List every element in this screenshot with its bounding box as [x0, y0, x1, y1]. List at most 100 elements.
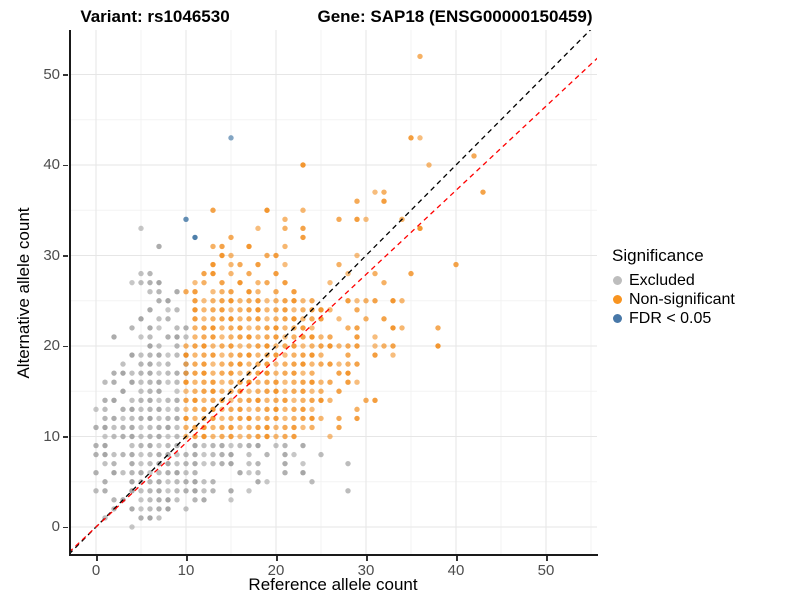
data-point	[273, 433, 279, 440]
legend-item-excluded: Excluded	[610, 271, 735, 290]
data-point	[138, 379, 144, 385]
data-point	[201, 361, 207, 367]
data-point	[255, 415, 261, 422]
y-tick-mark	[63, 436, 68, 438]
data-point	[237, 442, 243, 449]
data-point	[282, 225, 288, 232]
data-point	[282, 279, 288, 286]
data-point	[246, 442, 252, 449]
data-point	[318, 379, 324, 385]
data-point	[210, 361, 216, 367]
data-point	[147, 451, 153, 458]
data-point	[318, 352, 324, 358]
data-point	[138, 397, 144, 403]
data-point	[237, 325, 243, 331]
data-point	[282, 261, 288, 268]
data-point	[273, 424, 279, 431]
data-point	[174, 488, 180, 494]
data-point	[147, 289, 153, 295]
data-point	[174, 406, 180, 413]
data-point	[102, 433, 108, 440]
data-point	[138, 316, 144, 322]
data-point	[318, 388, 324, 394]
data-point	[228, 343, 234, 349]
data-point	[309, 388, 315, 394]
data-point	[309, 298, 315, 304]
data-point	[273, 325, 279, 331]
data-point	[273, 415, 279, 422]
data-point	[291, 307, 297, 313]
data-point	[255, 225, 261, 232]
data-point	[408, 270, 414, 277]
data-point	[129, 433, 135, 440]
data-point	[183, 470, 189, 476]
data-point	[120, 415, 126, 422]
data-point	[102, 379, 108, 385]
data-point	[147, 379, 153, 385]
data-point	[174, 379, 180, 385]
data-point	[156, 370, 162, 376]
data-point	[255, 388, 261, 394]
data-point	[228, 307, 234, 313]
data-point	[237, 298, 243, 304]
scatter-plot-canvas	[70, 30, 597, 555]
data-point	[138, 334, 144, 340]
data-point	[399, 298, 405, 304]
x-tick-mark	[96, 556, 98, 561]
data-point	[93, 406, 99, 413]
data-point	[192, 379, 198, 385]
data-point	[228, 406, 234, 413]
data-point	[273, 270, 279, 277]
data-point	[309, 397, 315, 403]
data-point	[165, 460, 171, 467]
data-point	[255, 343, 261, 349]
data-point	[102, 424, 108, 431]
data-point	[111, 433, 117, 440]
data-point	[318, 361, 324, 367]
data-point	[228, 289, 234, 295]
data-point	[264, 370, 270, 376]
data-point	[201, 298, 207, 304]
data-point	[147, 270, 153, 277]
data-point	[264, 479, 270, 485]
data-point	[246, 488, 252, 494]
data-point	[282, 460, 288, 467]
data-point	[165, 379, 171, 385]
data-point	[228, 433, 234, 440]
data-point	[147, 479, 153, 485]
data-point	[309, 415, 315, 422]
data-point	[183, 334, 189, 340]
data-point	[372, 334, 378, 340]
data-point	[210, 307, 216, 313]
legend-item-label: Excluded	[629, 271, 695, 289]
data-point	[165, 406, 171, 413]
data-point	[156, 488, 162, 494]
data-point	[264, 298, 270, 304]
data-point	[300, 388, 306, 394]
data-point	[327, 397, 333, 403]
data-point	[183, 506, 189, 512]
data-point	[291, 451, 297, 458]
data-point	[174, 343, 180, 349]
data-point	[201, 451, 207, 458]
data-point	[237, 279, 243, 286]
data-point	[165, 479, 171, 485]
data-point	[453, 261, 459, 268]
data-point	[345, 460, 351, 467]
y-axis-label: Alternative allele count	[14, 207, 33, 379]
data-point	[129, 370, 135, 376]
data-point	[237, 370, 243, 376]
data-point	[300, 470, 306, 476]
data-point	[192, 343, 198, 349]
data-point	[273, 442, 279, 449]
data-point	[219, 433, 225, 440]
data-point	[336, 216, 342, 222]
data-point	[174, 397, 180, 403]
data-point	[201, 424, 207, 431]
data-point	[264, 316, 270, 322]
data-point	[345, 370, 351, 376]
data-point	[327, 279, 333, 286]
data-point	[147, 460, 153, 467]
data-point	[291, 397, 297, 403]
data-point	[417, 135, 423, 141]
